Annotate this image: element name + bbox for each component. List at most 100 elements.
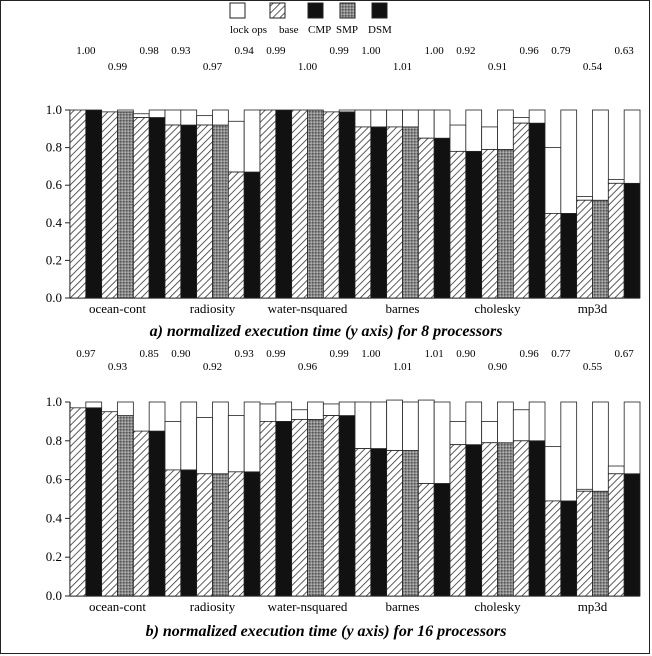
bar-value-label: 0.98 <box>140 45 160 57</box>
bar-lock-ops <box>370 109 388 128</box>
bar-lock-ops <box>623 401 641 475</box>
bar-value-label: 0.93 <box>108 361 128 373</box>
bar-lock-ops <box>338 109 356 113</box>
bar-dsm <box>148 117 166 299</box>
x-tick-label: water-nsquared <box>268 599 348 614</box>
bar-base <box>354 126 372 299</box>
bar-value-label: 0.79 <box>551 45 571 57</box>
bar-lock-ops <box>607 465 625 475</box>
legend-swatch-dsm <box>371 2 388 19</box>
x-tick-label: cholesky <box>474 301 521 316</box>
bar-lock-ops <box>212 401 229 475</box>
bar-base <box>227 471 245 597</box>
bar-value-label: 0.99 <box>330 45 350 57</box>
bar-base <box>322 111 340 299</box>
bar-lock-ops <box>291 409 308 420</box>
bar-base <box>512 440 530 597</box>
legend-swatch-smp <box>339 2 356 19</box>
bar-lock-ops <box>259 403 277 422</box>
bar-lock-ops <box>497 401 514 444</box>
bar-dsm <box>338 415 356 597</box>
bar-base <box>101 411 118 597</box>
bar-value-label: 0.92 <box>203 361 222 373</box>
y-tick-label: 0.0 <box>46 290 62 305</box>
bar-lock-ops <box>481 420 498 444</box>
y-tick-label: 0.0 <box>46 588 62 603</box>
bar-base <box>196 473 213 597</box>
y-tick-label: 0.8 <box>46 140 62 155</box>
bar-value-label: 1.00 <box>425 45 445 57</box>
chart-16-processors: 0.0 0.2 0.4 0.6 0.8 1.0 0.97 0.93 0.85 ocean-cont… <box>46 348 641 614</box>
legend-swatch-cmp <box>307 2 324 19</box>
bar-lock-ops <box>592 401 609 492</box>
bar-lock-ops <box>196 417 213 475</box>
bar-lock-ops <box>402 401 419 451</box>
bar-lock-ops <box>243 109 261 173</box>
bar-value-label: 0.54 <box>583 61 603 73</box>
bar-lock-ops <box>465 401 483 446</box>
x-tick-label: mp3d <box>578 599 608 614</box>
bar-cmp <box>275 109 293 299</box>
bar-base <box>576 490 593 597</box>
bar-smp <box>497 442 514 597</box>
bar-base <box>196 124 213 299</box>
bar-lock-ops <box>544 147 562 214</box>
bar-lock-ops <box>117 109 134 113</box>
chart-title-16-processors: b) normalized execution time (y axis) fo… <box>146 623 507 640</box>
bar-value-label: 1.01 <box>393 361 412 373</box>
bar-base <box>354 448 372 597</box>
bar-base <box>164 469 182 597</box>
bar-cmp <box>85 109 103 299</box>
bar-base <box>417 483 435 597</box>
bar-lock-ops <box>275 401 293 422</box>
bar-base <box>322 415 340 597</box>
bar-lock-ops <box>560 401 578 502</box>
legend-label-smp: SMP <box>336 24 358 36</box>
bar-dsm <box>623 473 641 597</box>
bar-lock-ops <box>212 109 229 126</box>
bar-base <box>576 199 593 299</box>
bar-value-label: 0.90 <box>171 348 191 360</box>
bar-lock-ops <box>307 401 324 420</box>
bar-base <box>512 122 530 299</box>
bar-value-label: 0.99 <box>266 45 286 57</box>
bar-lock-ops <box>592 109 609 201</box>
bar-base <box>417 137 435 299</box>
bar-lock-ops <box>433 401 451 484</box>
bar-lock-ops <box>528 401 546 442</box>
bar-lock-ops <box>132 113 150 118</box>
y-tick-label: 0.6 <box>46 177 63 192</box>
bar-lock-ops <box>243 401 261 473</box>
bar-lock-ops <box>528 109 546 124</box>
y-tick-label: 0.4 <box>46 215 63 230</box>
x-tick-label: barnes <box>386 599 420 614</box>
chart-title-8-processors: a) normalized execution time (y axis) fo… <box>150 323 503 340</box>
bar-value-label: 1.00 <box>361 45 381 57</box>
x-tick-label: ocean-cont <box>89 599 146 614</box>
bar-smp <box>307 419 324 597</box>
bar-smp <box>497 149 514 299</box>
bar-lock-ops <box>512 409 530 442</box>
bar-dsm <box>528 440 546 597</box>
bar-value-label: 0.85 <box>140 348 160 360</box>
bar-lock-ops <box>354 109 372 128</box>
bar-value-label: 1.01 <box>393 61 412 73</box>
bar-lock-ops <box>148 401 166 432</box>
bar-lock-ops <box>386 399 403 451</box>
bar-lock-ops <box>180 109 198 126</box>
bar-value-label: 0.94 <box>235 45 255 57</box>
x-tick-label: mp3d <box>578 301 608 316</box>
bar-value-label: 0.90 <box>488 361 508 373</box>
x-tick-label: cholesky <box>474 599 521 614</box>
bar-lock-ops <box>227 120 245 173</box>
bar-value-label: 1.00 <box>298 61 318 73</box>
bar-dsm <box>433 137 451 299</box>
bar-value-label: 0.93 <box>235 348 255 360</box>
bar-base <box>544 500 562 597</box>
bar-value-label: 1.01 <box>425 348 444 360</box>
bar-base <box>132 117 150 299</box>
bar-base <box>164 124 182 299</box>
bar-lock-ops <box>338 401 356 416</box>
